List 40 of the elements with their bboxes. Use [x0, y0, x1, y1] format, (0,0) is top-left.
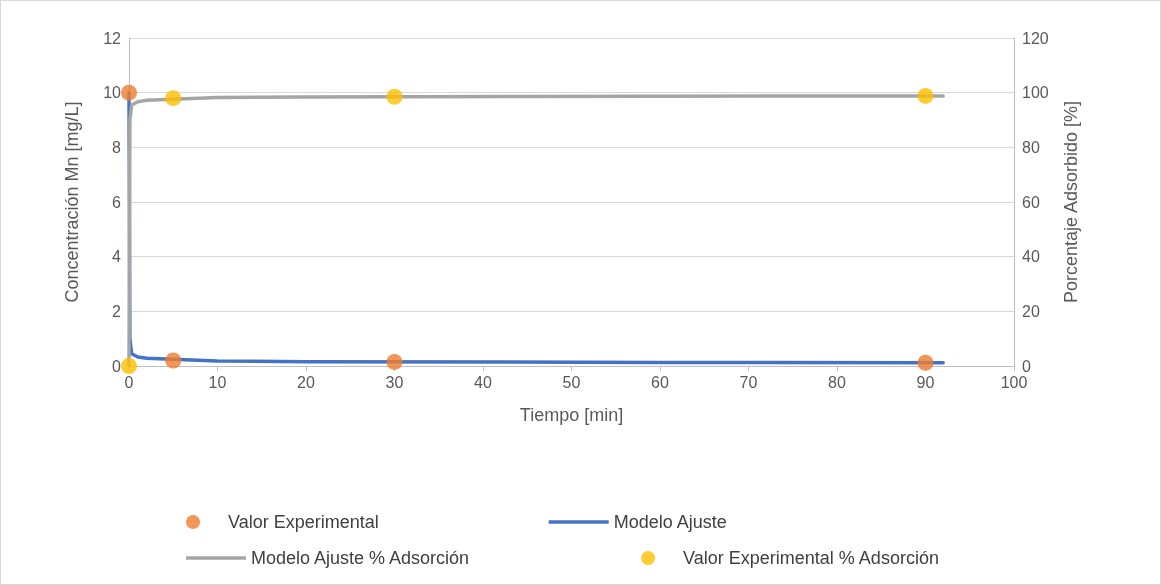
y-tick-label: 4 [112, 248, 122, 266]
y2-tick-label: 80 [1022, 138, 1040, 156]
y2-tick-label: 20 [1022, 302, 1040, 320]
y-tick-label: 0 [112, 357, 122, 375]
y-tick-label: 12 [103, 29, 122, 47]
point [386, 353, 403, 370]
legend-label: Valor Experimental % Adsorción [683, 548, 939, 568]
x-tick-label: 80 [828, 373, 846, 391]
y-axis-title: Concentración Mn [mg/L] [62, 101, 82, 303]
y2-tick-label: 40 [1022, 248, 1040, 266]
x-tick-label: 20 [297, 373, 315, 391]
x-tick-label: 90 [916, 373, 935, 391]
x-tick-label: 30 [385, 373, 404, 391]
y2-tick-label: 60 [1022, 193, 1040, 211]
legend-label: Modelo Ajuste % Adsorción [251, 548, 470, 568]
point [917, 354, 934, 371]
y-tick-label: 10 [103, 84, 122, 102]
y-tick-label: 6 [112, 193, 122, 211]
x-tick-label: 70 [739, 373, 758, 391]
y2-tick-label: 100 [1022, 84, 1049, 102]
x-tick-label: 0 [124, 373, 134, 391]
point [917, 87, 934, 104]
x-tick-label: 10 [208, 373, 227, 391]
point [386, 88, 403, 105]
x-tick-label: 100 [1000, 373, 1028, 391]
point [165, 90, 182, 107]
point [165, 352, 182, 369]
y2-axis-title: Porcentaje Adsorbido [%] [1061, 100, 1081, 304]
legend-label: Valor Experimental [228, 512, 379, 532]
x-tick-label: 50 [562, 373, 581, 391]
y-tick-label: 2 [112, 302, 122, 320]
point [121, 84, 137, 101]
y-tick-label: 8 [112, 138, 122, 156]
point [121, 358, 137, 374]
x-tick-label: 60 [651, 373, 669, 391]
y2-tick-label: 120 [1022, 29, 1049, 47]
y2-tick-label: 0 [1022, 357, 1031, 375]
legend-label: Modelo Ajuste [613, 512, 727, 532]
x-tick-label: 40 [474, 373, 492, 391]
x-axis-title: Tiempo [min] [519, 405, 624, 425]
